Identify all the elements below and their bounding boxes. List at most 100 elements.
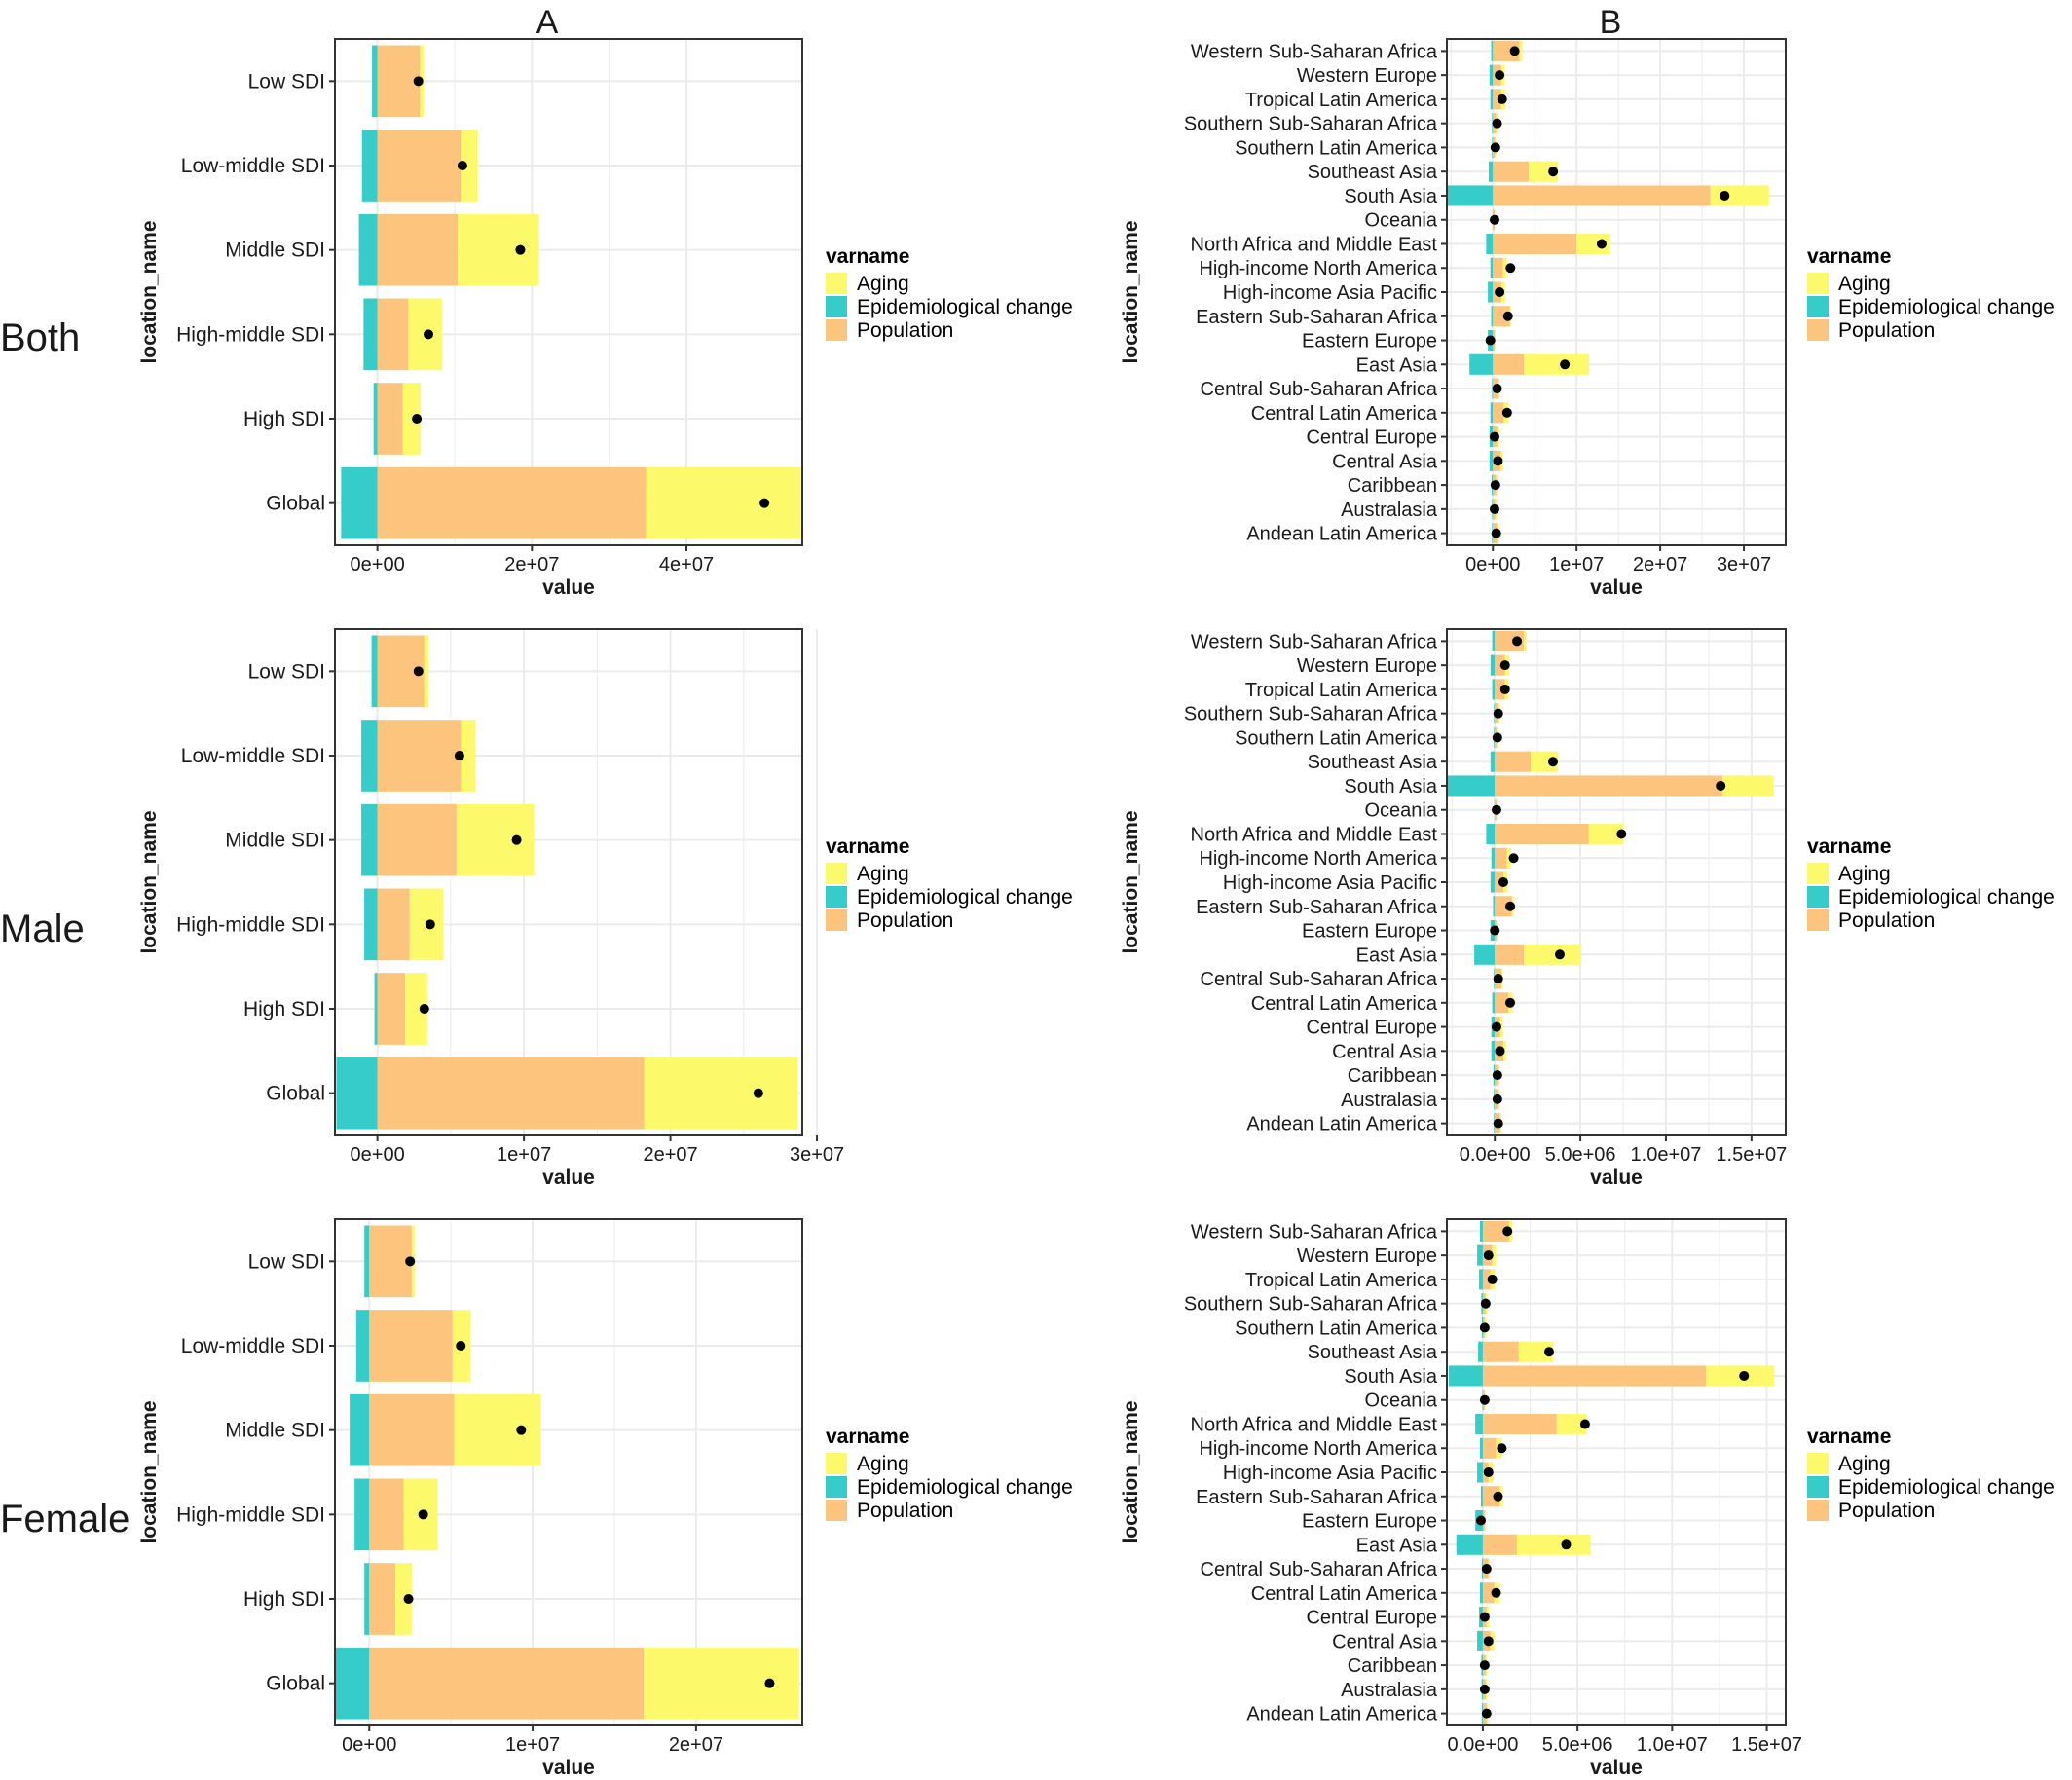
total-point-high-income-asia-pacific — [1483, 1467, 1494, 1477]
total-point-eastern-europe — [1490, 925, 1500, 936]
bar-population-southeast-asia — [1495, 751, 1532, 772]
y-tick-label-high-sdi: High SDI — [243, 998, 325, 1020]
bar-aging-middle-sdi — [454, 1393, 541, 1466]
bar-population-global — [369, 1647, 645, 1720]
total-point-north-africa-and-middle-east — [1596, 239, 1607, 249]
legend-title: varname — [1807, 1426, 1891, 1448]
bar-epidemiological-change-high-middle-sdi — [364, 888, 378, 961]
bar-population-east-asia — [1493, 353, 1525, 375]
bar-population-middle-sdi — [377, 213, 459, 286]
total-point-western-sub-saharan-africa — [1502, 1226, 1513, 1237]
y-tick-label-low-middle-sdi: Low-middle SDI — [181, 745, 325, 767]
total-point-tropical-latin-america — [1497, 93, 1507, 104]
y-tick-label-western-europe: Western Europe — [1297, 65, 1437, 87]
total-point-southern-latin-america — [1490, 142, 1500, 153]
row-label-female: Female — [0, 1498, 130, 1540]
legend-label-epidemiological-change: Epidemiological change — [857, 886, 1073, 909]
y-tick-label-tropical-latin-america: Tropical Latin America — [1245, 680, 1438, 701]
bar-population-tropical-latin-america — [1493, 89, 1501, 110]
total-point-eastern-sub-saharan-africa — [1505, 901, 1516, 911]
legend-key-epidemiological-change — [1807, 296, 1829, 317]
y-tick-label-western-sub-saharan-africa: Western Sub-Saharan Africa — [1191, 631, 1438, 652]
y-tick-label-low-sdi: Low SDI — [248, 660, 325, 683]
y-tick-label-north-africa-and-middle-east: North Africa and Middle East — [1191, 1414, 1438, 1435]
legend-label-aging: Aging — [1838, 273, 1891, 295]
total-point-central-latin-america — [1505, 997, 1516, 1008]
x-tick-label: 5.0e+06 — [1545, 1144, 1616, 1166]
x-tick-label: 0e+00 — [351, 554, 405, 575]
legend-label-aging: Aging — [857, 273, 909, 295]
bar-epidemiological-change-high-income-asia-pacific — [1477, 1462, 1483, 1483]
x-tick-label: 1e+07 — [497, 1144, 551, 1166]
legend-label-population: Population — [857, 319, 953, 342]
x-axis-title: value — [542, 1757, 595, 1779]
y-tick-label-high-middle-sdi: High-middle SDI — [176, 323, 325, 346]
x-tick-label: 3e+07 — [790, 1144, 844, 1166]
legend-label-aging: Aging — [1838, 1453, 1891, 1475]
total-point-south-asia — [1720, 190, 1730, 201]
y-tick-label-high-income-north-america: High-income North America — [1199, 258, 1437, 279]
y-tick-label-southern-sub-saharan-africa: Southern Sub-Saharan Africa — [1184, 704, 1438, 725]
y-tick-label-caribbean: Caribbean — [1348, 475, 1437, 497]
x-tick-label: 3e+07 — [1717, 554, 1771, 575]
bar-aging-south-asia — [1721, 775, 1774, 797]
bar-epidemiological-change-high-income-asia-pacific — [1490, 871, 1496, 893]
total-point-eastern-europe — [1485, 335, 1496, 346]
y-tick-label-eastern-sub-saharan-africa: Eastern Sub-Saharan Africa — [1196, 897, 1438, 918]
legend-key-aging — [826, 863, 847, 884]
plot-border-b-both — [1446, 38, 1787, 546]
y-tick-label-western-sub-saharan-africa: Western Sub-Saharan Africa — [1191, 41, 1438, 62]
bar-epidemiological-change-low-middle-sdi — [361, 720, 378, 792]
x-tick-label: 2e+07 — [504, 554, 559, 575]
y-tick-label-andean-latin-america: Andean Latin America — [1246, 1704, 1438, 1725]
y-tick-label-western-europe: Western Europe — [1297, 1245, 1437, 1267]
y-tick-label-australasia: Australasia — [1341, 1090, 1438, 1111]
total-point-tropical-latin-america — [1499, 684, 1510, 694]
x-tick-label: 2e+07 — [1633, 554, 1687, 575]
legend-label-population: Population — [857, 909, 953, 932]
legend-title: varname — [826, 1426, 909, 1448]
legend-title: varname — [1807, 835, 1891, 858]
total-point-high-sdi — [403, 1594, 414, 1604]
total-point-low-middle-sdi — [454, 751, 464, 760]
total-point-eastern-sub-saharan-africa — [1502, 311, 1513, 321]
bar-epidemiological-change-tropical-latin-america — [1479, 1269, 1483, 1290]
bar-epidemiological-change-high-middle-sdi — [363, 298, 378, 371]
row-label-male: Male — [0, 908, 85, 950]
bar-epidemiological-change-eastern-sub-saharan-africa — [1493, 896, 1496, 917]
legend-a-both: varname Aging Epidemiological change Pop… — [826, 245, 1073, 342]
legend-label-population: Population — [1838, 909, 1935, 932]
x-axis-title: value — [1590, 1757, 1643, 1779]
bar-population-low-middle-sdi — [377, 130, 462, 202]
bar-population-north-africa-and-middle-east — [1482, 1413, 1557, 1434]
bar-population-low-middle-sdi — [369, 1310, 453, 1382]
bar-aging-western-sub-saharan-africa — [1524, 630, 1527, 651]
total-point-high-middle-sdi — [418, 1509, 428, 1520]
y-tick-label-southern-latin-america: Southern Latin America — [1235, 727, 1438, 749]
bar-population-high-sdi — [377, 973, 406, 1045]
total-point-central-latin-america — [1501, 407, 1512, 418]
bar-population-central-latin-america — [1482, 1582, 1495, 1604]
y-tick-label-east-asia: East Asia — [1356, 945, 1438, 966]
legend-key-population — [826, 1500, 847, 1521]
panel-title-a: A — [536, 4, 559, 41]
bar-epidemiological-change-central-latin-america — [1492, 992, 1496, 1014]
bar-epidemiological-change-eastern-sub-saharan-africa — [1491, 306, 1494, 327]
legend-label-epidemiological-change: Epidemiological change — [1838, 886, 2054, 909]
bar-aging-middle-sdi — [456, 803, 535, 876]
bar-epidemiological-change-high-sdi — [364, 1563, 370, 1635]
legend-key-population — [826, 319, 847, 341]
legend-key-population — [826, 909, 847, 931]
total-point-central-europe — [1489, 431, 1499, 442]
y-tick-label-global: Global — [266, 1673, 325, 1695]
bar-aging-global — [646, 466, 801, 539]
y-tick-label-oceania: Oceania — [1365, 800, 1438, 822]
legend-key-aging — [1807, 863, 1829, 884]
y-tick-label-middle-sdi: Middle SDI — [225, 1420, 325, 1442]
bar-epidemiological-change-central-asia — [1477, 1630, 1483, 1651]
bar-epidemiological-change-southeast-asia — [1478, 1341, 1483, 1362]
total-point-low-sdi — [413, 666, 424, 677]
y-tick-label-western-europe: Western Europe — [1297, 655, 1437, 677]
bar-population-high-income-north-america — [1482, 1437, 1497, 1459]
total-point-southeast-asia — [1548, 167, 1559, 177]
